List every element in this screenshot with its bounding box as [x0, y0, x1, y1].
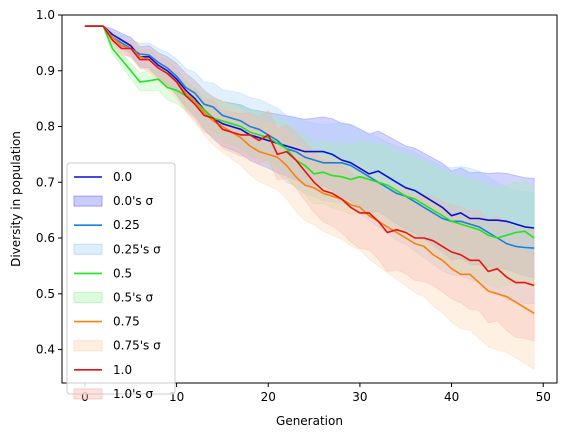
legend-label: 1.0 — [113, 363, 132, 377]
legend-box — [66, 162, 176, 395]
x-tick-label: 20 — [261, 390, 276, 404]
legend-label: 0.5 — [113, 266, 132, 280]
y-tick-label: 0.9 — [36, 64, 55, 78]
y-tick-label: 0.7 — [36, 175, 55, 189]
legend-label: 0.0 — [113, 170, 132, 184]
series-line-4 — [84, 25, 535, 287]
series-line-1 — [84, 25, 535, 249]
x-tick-label: 0 — [81, 390, 89, 404]
legend-label: 0.75 — [113, 315, 140, 329]
y-tick-label: 0.5 — [36, 287, 55, 301]
x-tick-label: 30 — [352, 390, 367, 404]
y-axis-label: Diversity in population — [9, 131, 23, 267]
series-line-2 — [84, 25, 535, 239]
y-axis-ticks: 0.4 0.5 0.6 0.7 0.8 0.9 1.0 — [36, 8, 62, 357]
plot-frame — [61, 14, 558, 384]
series-lines — [84, 25, 535, 314]
legend-label: 0.25's σ — [113, 242, 161, 256]
series-line-0 — [84, 25, 535, 229]
legend-label: 1.0's σ — [113, 387, 153, 401]
legend-label: 0.5's σ — [113, 291, 153, 305]
legend-band-swatch — [73, 292, 103, 303]
x-axis-ticks: 0 10 20 30 40 50 — [81, 383, 551, 404]
y-tick-label: 1.0 — [36, 8, 55, 22]
x-tick-label: 50 — [536, 390, 551, 404]
y-tick-label: 0.6 — [36, 231, 55, 245]
legend-band-swatch — [73, 340, 103, 352]
legend: 0.0 0.0's σ 0.25 0.25's σ 0.5 0.5's σ 0.75 0.75… — [66, 162, 176, 401]
legend-label: 0.25 — [113, 218, 140, 232]
y-tick-label: 0.4 — [36, 343, 55, 357]
legend-band-swatch — [73, 195, 103, 207]
legend-band-swatch — [73, 243, 103, 255]
x-axis-label: Generation — [276, 414, 343, 428]
legend-label: 0.0's σ — [113, 194, 153, 208]
y-tick-label: 0.8 — [36, 120, 55, 134]
x-tick-label: 40 — [444, 390, 459, 404]
legend-label: 0.75's σ — [113, 339, 161, 353]
legend-band-swatch — [73, 388, 103, 400]
